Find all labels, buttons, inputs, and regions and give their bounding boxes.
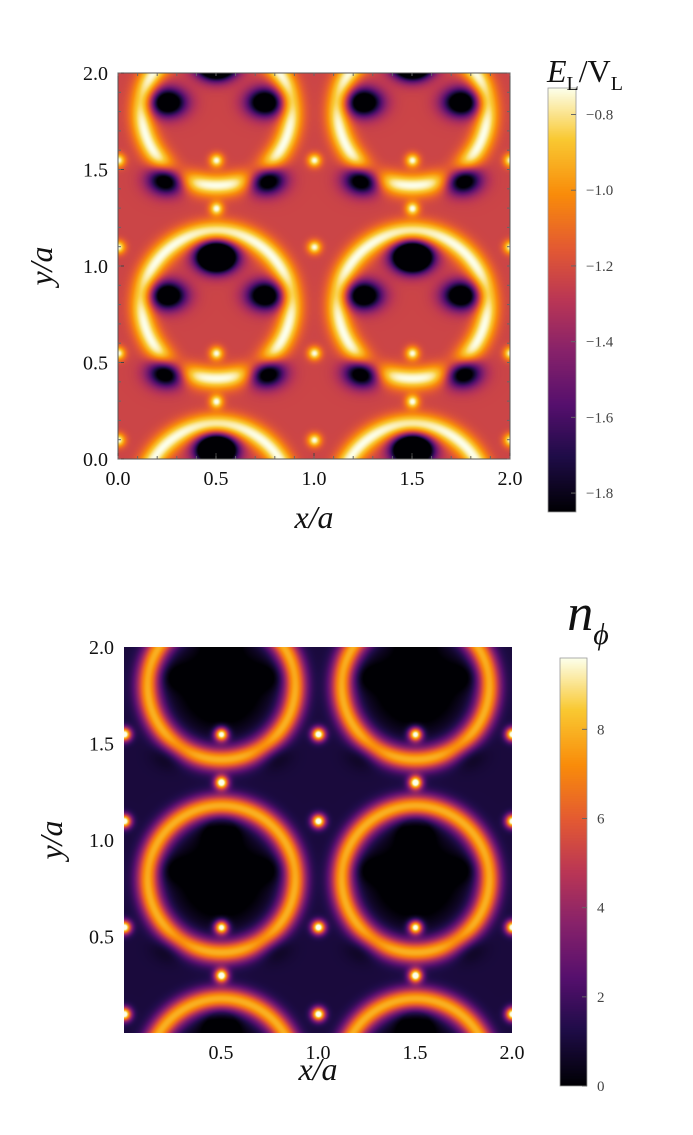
energy-title-main: E bbox=[546, 53, 567, 89]
energy-colorbar-area bbox=[548, 88, 576, 512]
energy-y-tick-label: 2.0 bbox=[83, 63, 108, 85]
energy-y-tick-label: 0.5 bbox=[83, 353, 108, 375]
density-title-sub: ϕ bbox=[593, 618, 609, 651]
density-heatmap-canvas bbox=[124, 647, 512, 1033]
energy-y-tick-label: 0.0 bbox=[83, 449, 108, 471]
energy-chart-svg: 0.0 0.5 1.0 1.5 2.0 0.0 0.5 1.0 1.5 2.0 x/a y/a −… bbox=[23, 53, 623, 535]
energy-colorbar-canvas bbox=[548, 88, 576, 512]
energy-title-sub1: L bbox=[567, 73, 579, 95]
density-x-tick-label: 2.0 bbox=[500, 1042, 525, 1064]
density-colorbar-tick-label: 8 bbox=[597, 722, 605, 738]
density-y-tick-label: 1.0 bbox=[89, 830, 114, 852]
density-x-tick-label: 1.0 bbox=[306, 1042, 331, 1064]
energy-title-sep: /V bbox=[579, 53, 611, 89]
energy-y-tick-label: 1.0 bbox=[83, 256, 108, 278]
energy-colorbar-tick-label: −1.0 bbox=[586, 183, 613, 199]
density-colorbar-title: nϕ bbox=[567, 585, 609, 651]
energy-x-tick-label: 2.0 bbox=[498, 468, 523, 490]
energy-x-tick-label: 0.5 bbox=[204, 468, 229, 490]
density-y-axis-label: y/a bbox=[33, 820, 69, 862]
energy-heatmap-area bbox=[118, 73, 510, 459]
energy-x-tick-label: 0.0 bbox=[106, 468, 131, 490]
energy-x-tick-label: 1.0 bbox=[302, 468, 327, 490]
energy-title-sub2: L bbox=[611, 73, 623, 95]
energy-colorbar-tick-label: −1.8 bbox=[586, 486, 613, 502]
density-colorbar-border bbox=[559, 657, 588, 1087]
density-colorbar-axis: 0 2 4 6 8 bbox=[559, 657, 605, 1095]
density-x-tick-label: 1.5 bbox=[403, 1042, 428, 1064]
energy-colorbar-title: EL/VL bbox=[546, 53, 623, 95]
energy-colorbar-tick-label: −1.4 bbox=[586, 335, 614, 351]
density-y-tick-label: 2.0 bbox=[89, 637, 114, 659]
energy-colorbar-axis: −0.8 −1.0 −1.2 −1.4 −1.6 −1.8 bbox=[547, 87, 614, 513]
energy-landscape-chart: 0.0 0.5 1.0 1.5 2.0 0.0 0.5 1.0 1.5 2.0 x/a y/a −… bbox=[0, 0, 693, 540]
energy-x-axis-label: x/a bbox=[293, 499, 333, 535]
energy-colorbar-tick-label: −0.8 bbox=[586, 108, 613, 124]
energy-axes: 0.0 0.5 1.0 1.5 2.0 0.0 0.5 1.0 1.5 2.0 bbox=[83, 63, 523, 490]
energy-y-tick-label: 1.5 bbox=[83, 160, 108, 182]
density-heatmap-area bbox=[124, 647, 512, 1033]
density-colorbar-tick-label: 4 bbox=[597, 901, 605, 917]
density-x-axis-label: x/a bbox=[297, 1051, 337, 1087]
density-colorbar-tick-label: 0 bbox=[597, 1079, 605, 1095]
energy-y-axis-label: y/a bbox=[23, 246, 59, 288]
energy-colorbar-tick-label: −1.2 bbox=[586, 259, 613, 275]
density-chart-svg: 0.5 1.0 1.5 2.0 0.5 1.0 1.5 2.0 x/a y/a 0 2 4 6 8 n… bbox=[33, 585, 609, 1095]
energy-x-tick-label: 1.5 bbox=[400, 468, 425, 490]
density-y-tick-label: 1.5 bbox=[89, 734, 114, 756]
density-x-tick-label: 0.5 bbox=[209, 1042, 234, 1064]
density-colorbar-tick-label: 2 bbox=[597, 990, 605, 1006]
density-axes: 0.5 1.0 1.5 2.0 0.5 1.0 1.5 2.0 bbox=[89, 637, 525, 1064]
density-title-main: n bbox=[567, 585, 593, 642]
energy-colorbar-tick-label: −1.6 bbox=[586, 410, 614, 426]
density-colorbar-tick-label: 6 bbox=[597, 812, 605, 828]
energy-colorbar-border bbox=[547, 87, 577, 513]
density-y-tick-label: 0.5 bbox=[89, 927, 114, 949]
energy-heatmap-canvas bbox=[118, 73, 510, 459]
density-chart: 0.5 1.0 1.5 2.0 0.5 1.0 1.5 2.0 x/a y/a 0 2 4 6 8 n… bbox=[0, 580, 693, 1100]
density-colorbar-area bbox=[560, 658, 587, 1086]
density-colorbar-canvas bbox=[560, 658, 587, 1086]
